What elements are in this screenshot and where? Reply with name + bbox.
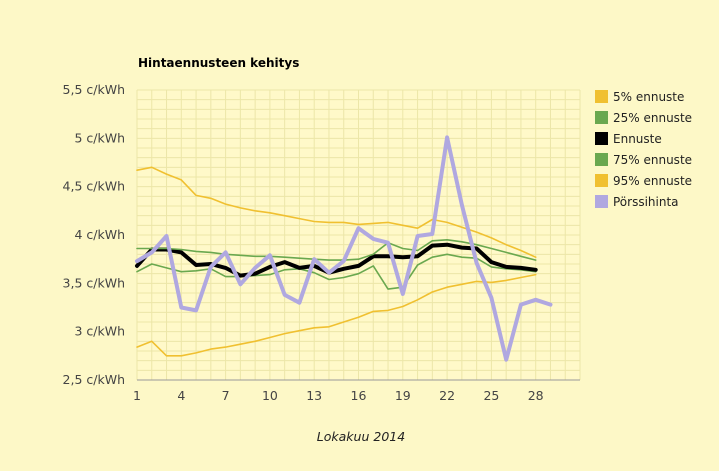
series-line-ennuste	[135, 242, 538, 278]
x-tick-label: 13	[306, 388, 322, 403]
series-line-5pct-ennuste	[136, 273, 537, 357]
series-line-25pct-ennuste	[136, 253, 537, 290]
legend-label: Pörssihinta	[613, 195, 679, 209]
x-tick-label: 16	[351, 388, 367, 403]
legend-label: 25% ennuste	[613, 111, 692, 125]
legend-label: 95% ennuste	[613, 174, 692, 188]
x-tick-label: 28	[528, 388, 544, 403]
legend-label: Ennuste	[613, 132, 662, 146]
y-tick-label: 4 c/kWh	[74, 227, 125, 242]
legend: 5% ennuste 25% ennuste Ennuste 75% ennuste 9…	[595, 90, 692, 209]
legend-swatch	[595, 153, 608, 166]
legend-swatch	[595, 195, 608, 208]
series-line-75pct-ennuste	[136, 239, 537, 261]
y-tick-label: 4,5 c/kWh	[63, 179, 125, 194]
y-tick-label: 3,5 c/kWh	[63, 275, 125, 290]
y-tick-label: 2,5 c/kWh	[63, 372, 125, 387]
series-line-porssihinta	[135, 135, 553, 362]
x-tick-label: 22	[439, 388, 455, 403]
y-tick-label: 5,5 c/kWh	[63, 82, 125, 97]
y-tick-label: 3 c/kWh	[74, 324, 125, 339]
axes: 2,5 c/kWh 3 c/kWh 3,5 c/kWh 4 c/kWh 4,5 c/kW…	[63, 82, 580, 403]
legend-swatch	[595, 111, 608, 124]
y-tick-label: 5 c/kWh	[74, 130, 125, 145]
x-tick-label: 10	[262, 388, 278, 403]
legend-swatch	[595, 174, 608, 187]
x-tick-label: 4	[177, 388, 185, 403]
x-tick-label: 25	[483, 388, 499, 403]
x-axis-label: Lokakuu 2014	[317, 429, 405, 444]
legend-label: 75% ennuste	[613, 153, 692, 167]
legend-label: 5% ennuste	[613, 90, 684, 104]
x-tick-label: 19	[395, 388, 411, 403]
x-tick-label: 7	[222, 388, 230, 403]
legend-swatch	[595, 90, 608, 103]
series-lines	[135, 135, 553, 362]
x-tick-label: 1	[133, 388, 141, 403]
legend-swatch	[595, 132, 608, 145]
chart-title: Hintaennusteen kehitys	[138, 56, 299, 70]
